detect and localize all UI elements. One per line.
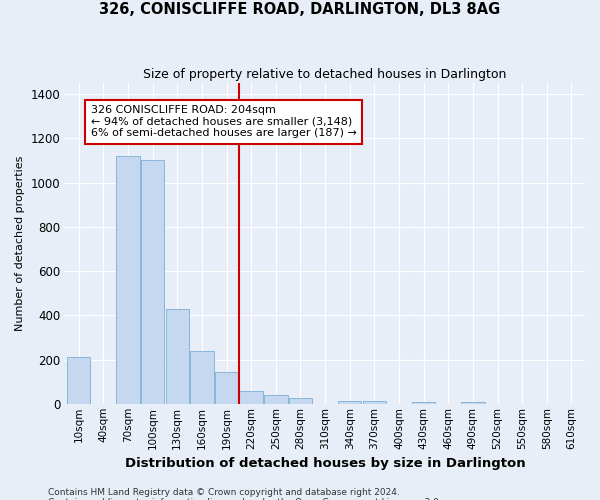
Bar bbox=[141, 160, 164, 404]
Bar bbox=[116, 156, 140, 404]
Text: 326 CONISCLIFFE ROAD: 204sqm
← 94% of detached houses are smaller (3,148)
6% of : 326 CONISCLIFFE ROAD: 204sqm ← 94% of de… bbox=[91, 105, 357, 138]
Bar bbox=[362, 400, 386, 404]
Bar bbox=[338, 400, 361, 404]
Bar bbox=[67, 358, 91, 404]
X-axis label: Distribution of detached houses by size in Darlington: Distribution of detached houses by size … bbox=[125, 457, 526, 470]
Bar bbox=[412, 402, 436, 404]
Bar bbox=[215, 372, 238, 404]
Bar bbox=[166, 308, 189, 404]
Text: Contains public sector information licensed under the Open Government Licence v3: Contains public sector information licen… bbox=[48, 498, 442, 500]
Bar bbox=[461, 402, 485, 404]
Text: 326, CONISCLIFFE ROAD, DARLINGTON, DL3 8AG: 326, CONISCLIFFE ROAD, DARLINGTON, DL3 8… bbox=[100, 2, 500, 18]
Text: Contains HM Land Registry data © Crown copyright and database right 2024.: Contains HM Land Registry data © Crown c… bbox=[48, 488, 400, 497]
Bar bbox=[264, 395, 287, 404]
Bar bbox=[239, 392, 263, 404]
Bar bbox=[190, 351, 214, 404]
Title: Size of property relative to detached houses in Darlington: Size of property relative to detached ho… bbox=[143, 68, 507, 80]
Y-axis label: Number of detached properties: Number of detached properties bbox=[15, 156, 25, 331]
Bar bbox=[289, 398, 312, 404]
